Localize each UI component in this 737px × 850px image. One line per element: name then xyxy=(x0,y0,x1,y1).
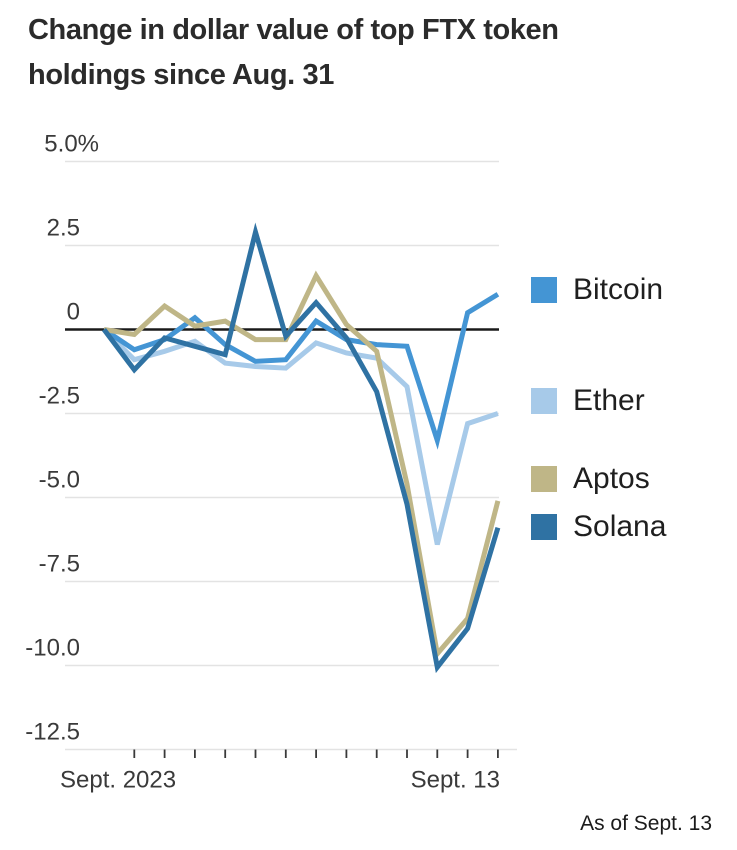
chart-title-line1: Change in dollar value of top FTX token xyxy=(28,14,559,46)
legend-label-bitcoin: Bitcoin xyxy=(573,272,664,306)
ether-swatch-icon xyxy=(531,387,557,414)
bitcoin-swatch-icon xyxy=(531,276,557,303)
y-tick-label: -10.0 xyxy=(25,635,80,662)
y-tick-label: 2.5 xyxy=(47,215,80,242)
aptos-swatch-icon xyxy=(531,465,557,492)
series-line-solana xyxy=(102,222,501,674)
legend-item-bitcoin: Bitcoin xyxy=(531,273,663,306)
legend-item-ether: Ether xyxy=(531,384,645,417)
legend-item-solana: Solana xyxy=(531,510,666,543)
y-tick-label: 0 xyxy=(67,299,80,326)
legend-item-aptos: Aptos xyxy=(531,462,650,495)
y-tick-label: -12.5 xyxy=(25,719,80,746)
chart-title: Change in dollar value of top FTX token … xyxy=(28,8,718,98)
legend: Bitcoin Ether Aptos Solana xyxy=(531,0,731,850)
x-axis-label-right: Sept. 13 xyxy=(411,767,500,794)
y-tick-label: -7.5 xyxy=(39,551,80,578)
y-tick-label: -5.0 xyxy=(39,467,80,494)
legend-label-ether: Ether xyxy=(573,383,645,417)
legend-label-aptos: Aptos xyxy=(573,461,650,495)
solana-swatch-icon xyxy=(531,513,557,540)
series-line-aptos xyxy=(103,270,501,660)
legend-label-solana: Solana xyxy=(573,509,667,543)
source-note: As of Sept. 13 xyxy=(580,812,712,835)
series-line-bitcoin xyxy=(102,292,500,450)
y-tick-label: 5.0% xyxy=(44,131,99,158)
x-axis-label-left: Sept. 2023 xyxy=(60,767,176,794)
chart-title-line2: holdings since Aug. 31 xyxy=(28,59,334,91)
series-line-ether xyxy=(102,327,499,546)
y-tick-label: -2.5 xyxy=(39,383,80,410)
